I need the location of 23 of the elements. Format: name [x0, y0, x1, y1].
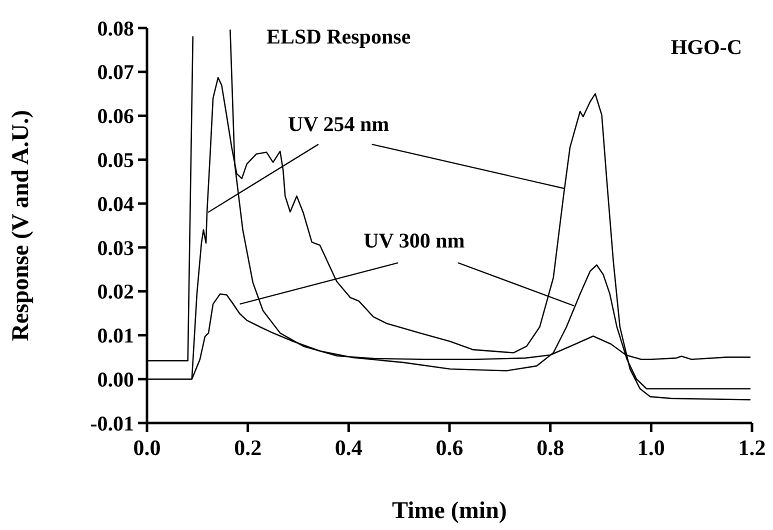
series-label: UV 254 nm: [288, 112, 390, 136]
x-tick-label: 1.2: [738, 435, 766, 460]
y-tick-label: 0.03: [97, 236, 134, 260]
x-tick-label: 1.0: [637, 435, 665, 460]
y-axis-title: Response (V and A.U.): [8, 110, 34, 341]
x-tick-label: 0.6: [436, 435, 464, 460]
series-label: ELSD Response: [266, 24, 411, 48]
y-tick-label: 0.04: [97, 192, 134, 216]
y-tick-label: 0.01: [97, 324, 134, 348]
x-axis-title: Time (min): [392, 498, 507, 524]
y-tick-label: 0.02: [97, 280, 134, 304]
y-tick-label: 0.07: [97, 60, 134, 84]
x-tick-label: 0.8: [536, 435, 564, 460]
y-tick-label: 0.05: [97, 148, 134, 172]
x-tick-label: 0.4: [334, 435, 362, 460]
annotation: HGO-C: [670, 35, 742, 59]
y-tick-label: -0.01: [90, 411, 134, 436]
y-tick-label: 0.00: [97, 367, 134, 392]
y-tick-label: 0.08: [97, 16, 134, 40]
y-tick-label: 0.06: [97, 104, 134, 128]
x-tick-label: 0.0: [133, 435, 161, 460]
x-tick-label: 0.2: [234, 435, 262, 460]
text: UV 300 nm: [364, 228, 466, 252]
